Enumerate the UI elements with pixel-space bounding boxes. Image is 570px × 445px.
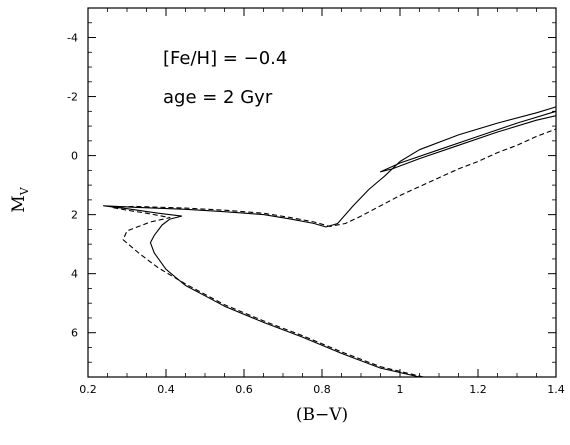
x-tick-label: 0.6 <box>235 383 253 396</box>
x-tick-label: 0.4 <box>157 383 175 396</box>
x-tick-label: 1.4 <box>547 383 565 396</box>
x-tick-label: 0.8 <box>313 383 331 396</box>
y-axis-title: MV <box>9 186 31 212</box>
y-axis-title-main: M <box>9 195 29 212</box>
x-axis-ticks: 0.2 0.4 0.6 0.8 1 1.2 1.4 <box>79 8 565 396</box>
y-tick-label: 2 <box>71 209 78 222</box>
isochrone-line-2 <box>379 110 557 173</box>
y-tick-label: -2 <box>67 91 78 104</box>
plot-frame <box>87 7 557 378</box>
x-tick-label: 1 <box>397 383 404 396</box>
y-axis-ticks: -4 -2 0 2 4 6 <box>67 7 556 378</box>
y-tick-label: -4 <box>67 32 78 45</box>
y-tick-label: 0 <box>71 150 78 163</box>
svg-text:MV: MV <box>9 186 31 212</box>
isochrone-line-1 <box>103 106 557 378</box>
series-layer <box>103 106 557 378</box>
y-tick-label: 4 <box>71 268 78 281</box>
x-tick-label: 0.2 <box>79 383 97 396</box>
x-axis-title: (B−V) <box>296 405 348 425</box>
x-tick-label: 1.2 <box>469 383 487 396</box>
annotation-metallicity: [Fe/H] = −0.4 <box>163 48 287 69</box>
y-axis-title-sub: V <box>18 186 31 196</box>
isochrone-line-3 <box>110 128 557 378</box>
annotation-age: age = 2 Gyr <box>163 87 273 108</box>
y-tick-label: 6 <box>71 327 78 340</box>
